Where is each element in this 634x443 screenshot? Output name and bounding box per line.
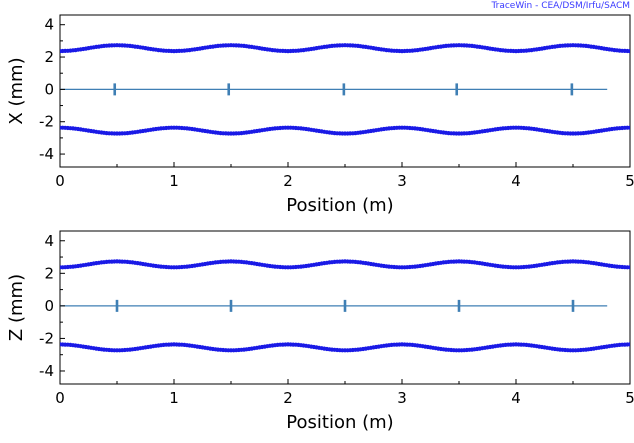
x-tick-label: 5 bbox=[625, 172, 634, 190]
envelope-point bbox=[627, 342, 630, 347]
y-tick-label: 4 bbox=[44, 16, 54, 34]
plot-area bbox=[60, 43, 630, 136]
y-tick-label: -2 bbox=[39, 113, 54, 131]
y-axis-label: X (mm) bbox=[6, 57, 27, 124]
y-axis-label: Z (mm) bbox=[6, 274, 27, 341]
chart-panel-1: 0 1 2 3 4 5 4 2 0 -2 -4 Position (m) X (mm) bbox=[6, 14, 634, 216]
envelope-point bbox=[627, 49, 630, 54]
plot-area bbox=[60, 259, 630, 353]
envelope-upper bbox=[60, 43, 630, 54]
y-tick-label: -2 bbox=[39, 329, 54, 347]
x-tick-label: 0 bbox=[55, 389, 65, 407]
y-tick-label: -4 bbox=[39, 362, 54, 380]
y-tick-label: 0 bbox=[44, 80, 54, 98]
y-tick-label: 0 bbox=[44, 297, 54, 315]
x-tick-label: 0 bbox=[55, 172, 65, 190]
x-tick-label: 3 bbox=[397, 389, 407, 407]
y-tick-label: 4 bbox=[44, 232, 54, 250]
envelope-lower bbox=[60, 342, 630, 353]
y-tick-label: -4 bbox=[39, 145, 54, 163]
envelope-point bbox=[627, 265, 630, 270]
x-tick-label: 3 bbox=[397, 172, 407, 190]
envelope-lower bbox=[60, 125, 630, 136]
x-tick-label: 1 bbox=[169, 172, 179, 190]
x-tick-label: 4 bbox=[511, 172, 521, 190]
x-axis-label: Position (m) bbox=[286, 412, 393, 433]
x-tick-label: 4 bbox=[511, 389, 521, 407]
chart-panel-2: 0 1 2 3 4 5 4 2 0 -2 -4 Position (m) Z (mm) bbox=[6, 230, 634, 433]
envelope-upper bbox=[60, 259, 630, 270]
x-tick-label: 2 bbox=[283, 172, 293, 190]
envelope-point bbox=[627, 125, 630, 130]
watermark: TraceWin - CEA/DSM/Irfu/SACM bbox=[491, 1, 630, 11]
y-tick-label: 2 bbox=[44, 48, 54, 66]
y-tick-label: 2 bbox=[44, 264, 54, 282]
x-axis-label: Position (m) bbox=[286, 195, 393, 216]
x-tick-label: 5 bbox=[625, 389, 634, 407]
x-tick-label: 1 bbox=[169, 389, 179, 407]
x-tick-label: 2 bbox=[283, 389, 293, 407]
